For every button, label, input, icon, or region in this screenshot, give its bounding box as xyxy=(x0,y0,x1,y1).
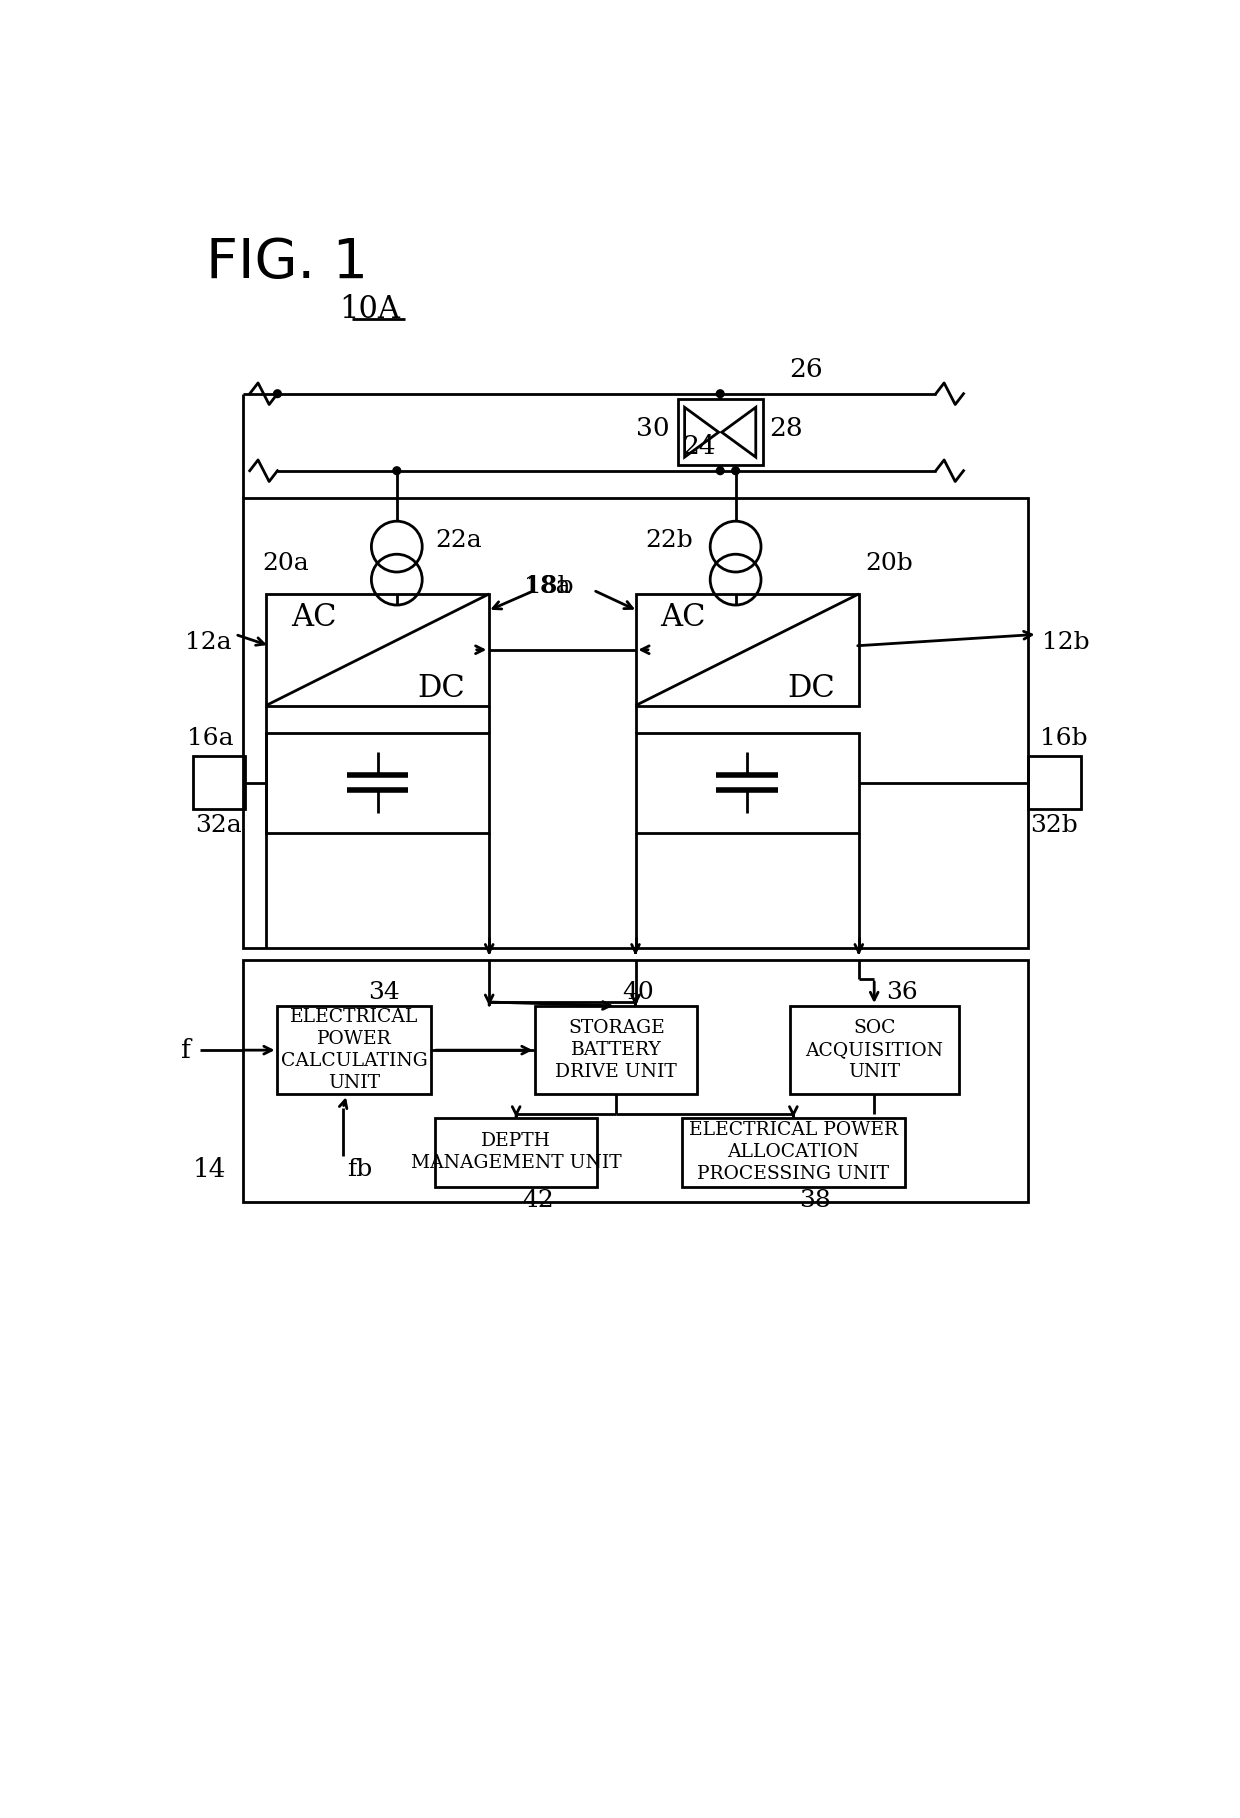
Text: 32a: 32a xyxy=(196,814,242,838)
Bar xyxy=(435,1118,596,1187)
Text: 34: 34 xyxy=(368,980,401,1004)
Text: DC: DC xyxy=(787,673,835,704)
Text: 12b: 12b xyxy=(1042,631,1090,653)
Text: 16b: 16b xyxy=(1040,727,1087,751)
Circle shape xyxy=(732,467,739,474)
Text: 30: 30 xyxy=(635,416,670,442)
Bar xyxy=(635,733,859,833)
Text: FIG. 1: FIG. 1 xyxy=(206,236,368,289)
Text: 14: 14 xyxy=(192,1158,226,1182)
Text: DC: DC xyxy=(418,673,465,704)
Text: 18b: 18b xyxy=(526,574,574,598)
Bar xyxy=(192,756,246,809)
Circle shape xyxy=(274,389,281,398)
Bar xyxy=(536,1005,697,1094)
Text: 28: 28 xyxy=(769,416,802,442)
Bar xyxy=(243,960,1028,1202)
Text: AC: AC xyxy=(291,602,336,633)
Text: f: f xyxy=(181,1038,191,1064)
Circle shape xyxy=(717,389,724,398)
Text: 40: 40 xyxy=(622,980,655,1004)
Bar xyxy=(790,1005,959,1094)
Text: AC: AC xyxy=(661,602,706,633)
Bar xyxy=(1028,756,1080,809)
Circle shape xyxy=(393,467,401,474)
Text: 20a: 20a xyxy=(262,551,309,574)
Text: SOC
ACQUISITION
UNIT: SOC ACQUISITION UNIT xyxy=(805,1018,944,1082)
Text: fb: fb xyxy=(347,1158,372,1182)
Bar xyxy=(682,1118,905,1187)
Text: 24: 24 xyxy=(682,433,715,458)
Bar xyxy=(278,1005,432,1094)
Bar xyxy=(635,594,859,705)
Text: 36: 36 xyxy=(885,980,918,1004)
Text: ELECTRICAL POWER
ALLOCATION
PROCESSING UNIT: ELECTRICAL POWER ALLOCATION PROCESSING U… xyxy=(688,1122,898,1184)
Circle shape xyxy=(717,467,724,474)
Text: 26: 26 xyxy=(790,356,823,382)
Text: DEPTH
MANAGEMENT UNIT: DEPTH MANAGEMENT UNIT xyxy=(410,1133,621,1173)
Text: 22a: 22a xyxy=(435,529,482,551)
Text: 18a: 18a xyxy=(523,574,570,598)
Text: 38: 38 xyxy=(800,1189,831,1213)
Text: 42: 42 xyxy=(522,1189,554,1213)
Text: 22b: 22b xyxy=(646,529,693,551)
Text: ELECTRICAL
POWER
CALCULATING
UNIT: ELECTRICAL POWER CALCULATING UNIT xyxy=(281,1007,428,1093)
Text: 32b: 32b xyxy=(1030,814,1079,838)
Text: 20b: 20b xyxy=(866,551,913,574)
Text: 12a: 12a xyxy=(185,631,231,653)
Text: 16a: 16a xyxy=(187,727,233,751)
Bar xyxy=(265,594,490,705)
Bar xyxy=(265,733,490,833)
Bar xyxy=(243,498,1028,949)
Bar xyxy=(678,400,763,465)
Text: 10A: 10A xyxy=(340,293,401,325)
Text: STORAGE
BATTERY
DRIVE UNIT: STORAGE BATTERY DRIVE UNIT xyxy=(556,1018,677,1082)
